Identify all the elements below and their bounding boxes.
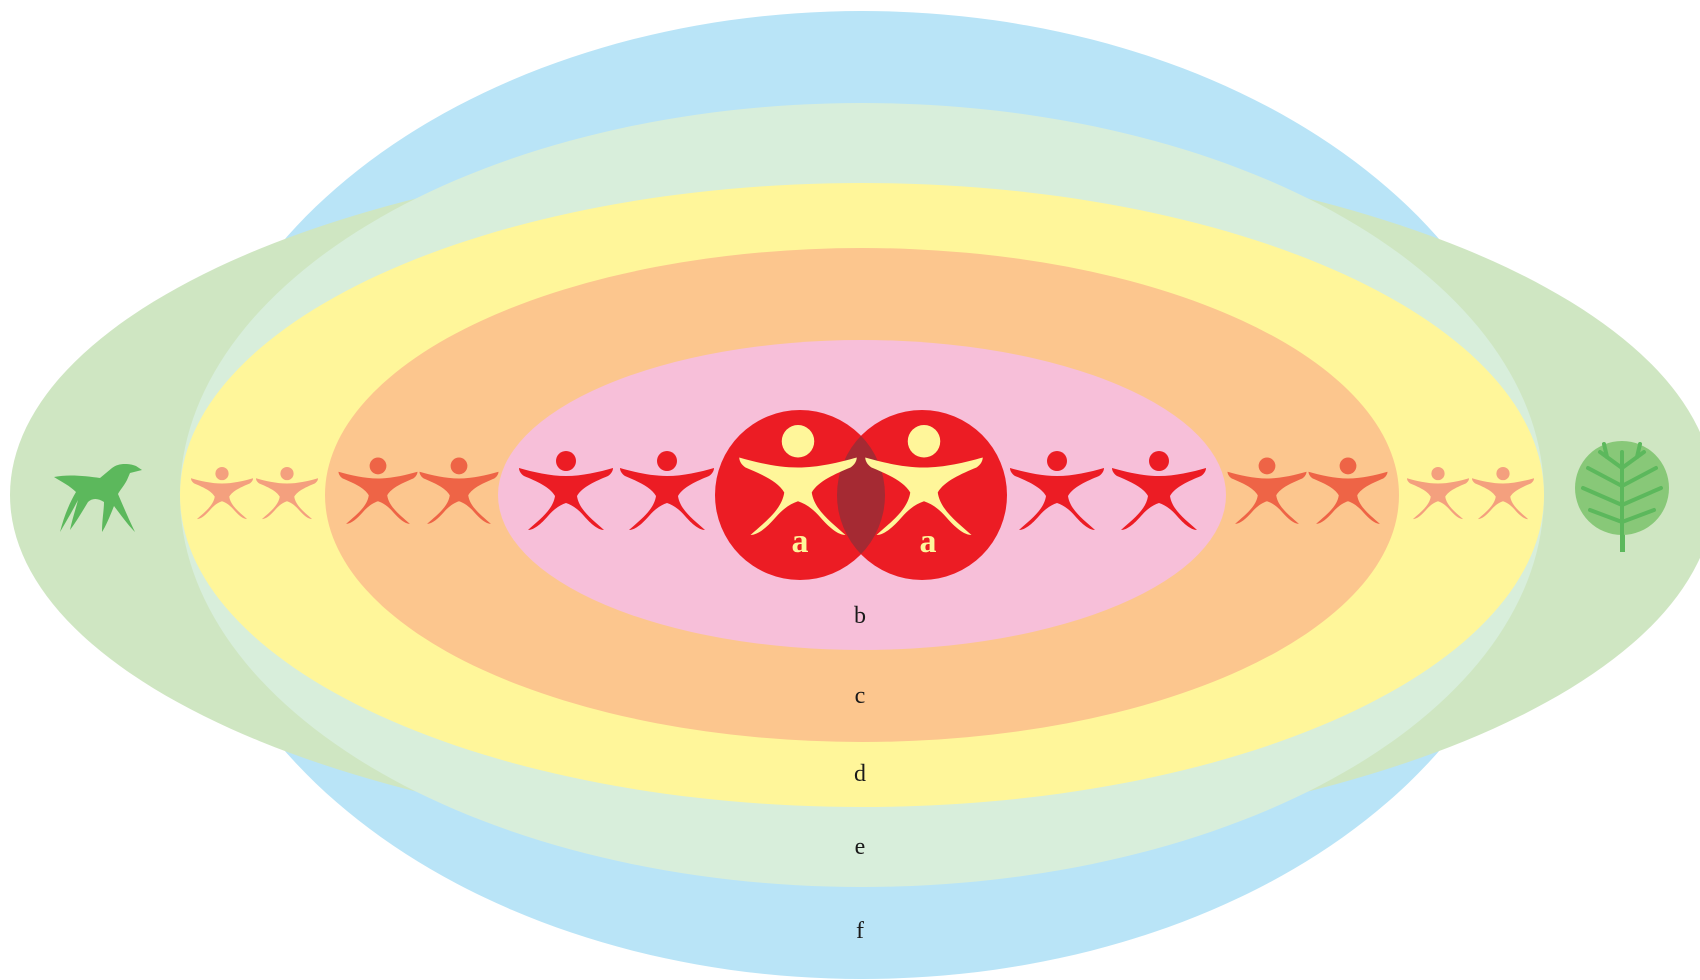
layer-label-e: e	[855, 834, 866, 860]
person-outer-right-2	[1471, 466, 1535, 520]
person-middle-left-2	[419, 457, 499, 524]
layer-label-d: d	[854, 761, 866, 787]
person-outer-right-1	[1406, 466, 1470, 520]
person-middle-right-1	[1227, 457, 1307, 524]
person-outer-left-2	[255, 466, 319, 520]
person-inner-right-1	[1010, 451, 1104, 530]
layer-label-f: f	[856, 918, 864, 944]
core-label-right: a	[920, 523, 937, 560]
tree-icon	[1575, 441, 1669, 552]
core-label-left: a	[792, 523, 809, 560]
dinosaur-icon	[54, 463, 142, 532]
layer-label-c: c	[855, 683, 866, 709]
layer-label-b: b	[854, 603, 866, 629]
core-person-left	[739, 425, 857, 535]
core-person-right	[865, 425, 983, 535]
person-inner-left-1	[519, 451, 613, 530]
person-inner-right-2	[1112, 451, 1206, 530]
person-middle-right-2	[1308, 457, 1388, 524]
person-inner-left-2	[620, 451, 714, 530]
person-middle-left-1	[338, 457, 418, 524]
person-outer-left-1	[190, 466, 254, 520]
